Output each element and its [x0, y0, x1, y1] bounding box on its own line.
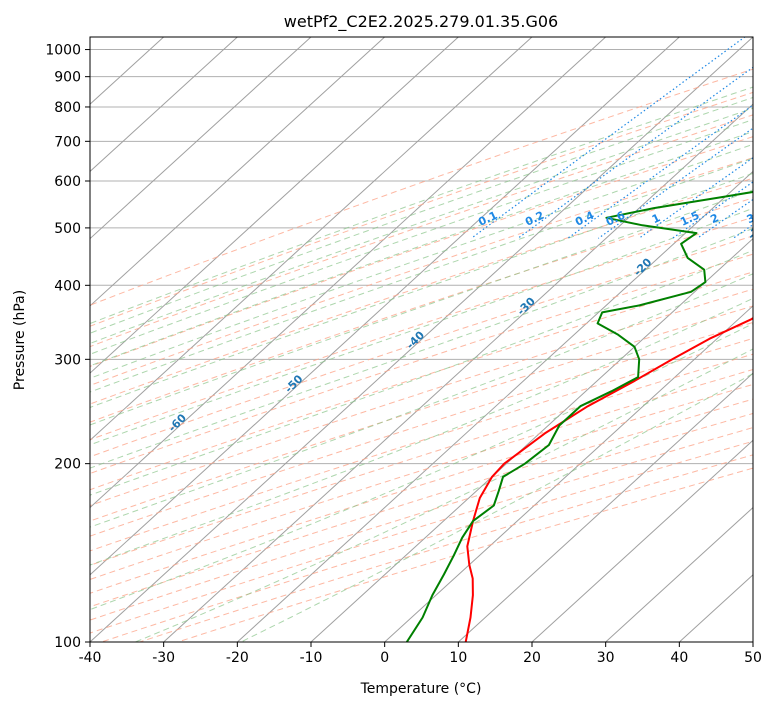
y-tick-label: 500 — [54, 221, 81, 237]
x-tick-label: -10 — [300, 650, 323, 666]
y-tick-label: 900 — [54, 70, 81, 86]
y-tick-label: 1000 — [45, 43, 81, 59]
x-tick-label: 40 — [670, 650, 688, 666]
y-axis-label: Pressure (hPa) — [12, 290, 28, 390]
x-tick-label: 20 — [523, 650, 541, 666]
x-tick-label: 10 — [449, 650, 467, 666]
y-tick-label: 200 — [54, 457, 81, 473]
x-tick-label: -40 — [79, 650, 102, 666]
y-tick-label: 600 — [54, 174, 81, 190]
y-tick-label: 100 — [54, 635, 81, 651]
x-axis-label: Temperature (°C) — [360, 681, 482, 697]
chart-title: wetPf2_C2E2.2025.279.01.35.G06 — [284, 12, 558, 32]
y-tick-label: 400 — [54, 278, 81, 294]
x-tick-label: -20 — [226, 650, 249, 666]
x-tick-label: -30 — [152, 650, 175, 666]
x-tick-label: 0 — [380, 650, 389, 666]
x-tick-label: 30 — [597, 650, 615, 666]
x-tick-label: 50 — [744, 650, 762, 666]
y-tick-label: 700 — [54, 134, 81, 150]
y-tick-label: 300 — [54, 352, 81, 368]
y-tick-label: 800 — [54, 100, 81, 116]
